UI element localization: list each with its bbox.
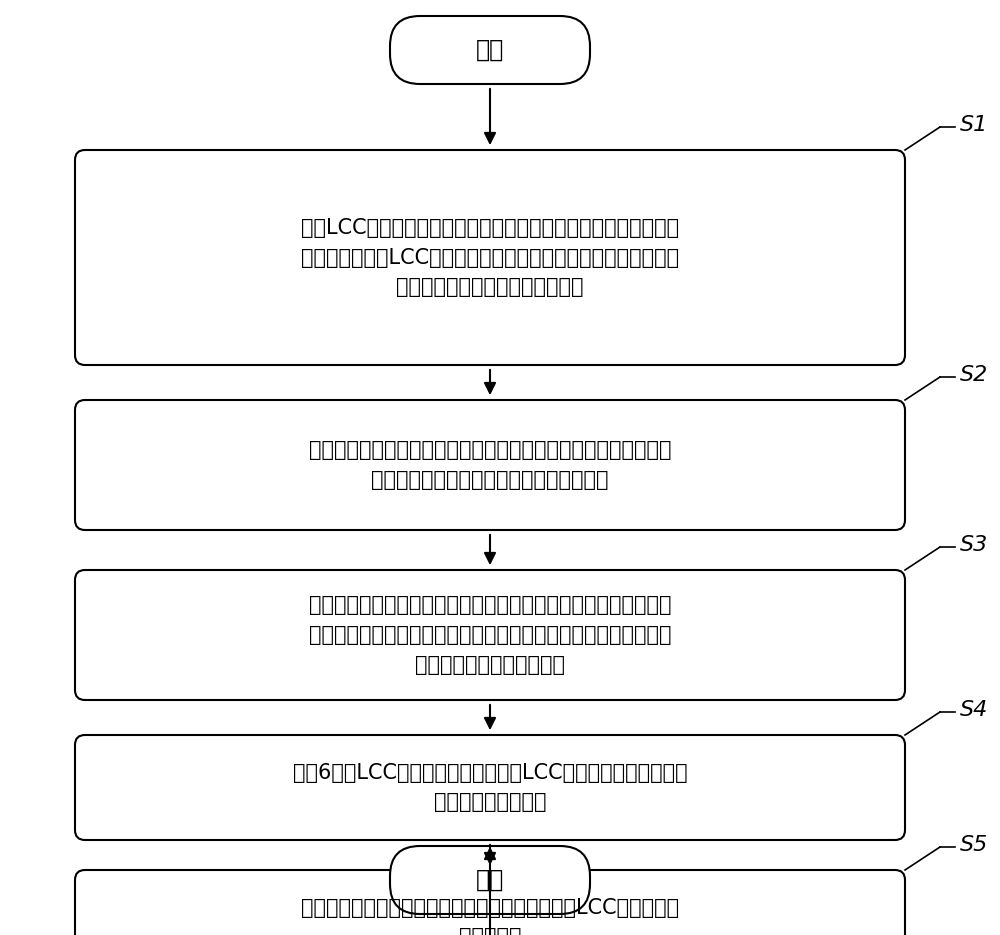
- FancyBboxPatch shape: [390, 16, 590, 84]
- Text: 根据6脉动LCC换流站拓扑结构，确定LCC换流站三相电压开关函
数的傅里叶分析结果: 根据6脉动LCC换流站拓扑结构，确定LCC换流站三相电压开关函 数的傅里叶分析结…: [293, 763, 687, 813]
- Text: S5: S5: [960, 835, 988, 855]
- Text: 基于忽略换相过程的单个晶闸管谐波分析结果和换相结束时刻，利
用双重傅里叶方法分析单个晶闸管的导通状态，得到计及换相过程
的单个晶闸管谐波分析结果: 基于忽略换相过程的单个晶闸管谐波分析结果和换相结束时刻，利 用双重傅里叶方法分析…: [309, 596, 671, 674]
- Text: 基于LCC换流站分相控制方法及触发脉冲产生原理，利用双重傅里
叶分析方法分析LCC换流站中单个晶闸管的导通状态，得到忽略换
相过程的单个晶闸管谐波分析结果: 基于LCC换流站分相控制方法及触发脉冲产生原理，利用双重傅里 叶分析方法分析LC…: [301, 218, 679, 297]
- Text: 基于调制理论和开关函数的傅里叶分析结果，计算LCC换流站的直
流电压谐波: 基于调制理论和开关函数的傅里叶分析结果，计算LCC换流站的直 流电压谐波: [301, 898, 679, 935]
- Text: 结束: 结束: [476, 868, 504, 892]
- FancyBboxPatch shape: [75, 870, 905, 935]
- FancyBboxPatch shape: [390, 846, 590, 914]
- Text: S3: S3: [960, 535, 988, 555]
- Text: 开始: 开始: [476, 38, 504, 62]
- FancyBboxPatch shape: [75, 570, 905, 700]
- FancyBboxPatch shape: [75, 150, 905, 365]
- FancyBboxPatch shape: [75, 400, 905, 530]
- Text: 基于傅里叶级数拟合方法，拟合晶闸管随触发角波动而动态变化的
晶闸管换相过程，得到对应的换相结束时刻: 基于傅里叶级数拟合方法，拟合晶闸管随触发角波动而动态变化的 晶闸管换相过程，得到…: [309, 440, 671, 490]
- Text: S2: S2: [960, 365, 988, 385]
- Text: S1: S1: [960, 115, 988, 135]
- Text: S4: S4: [960, 700, 988, 720]
- FancyBboxPatch shape: [75, 735, 905, 840]
